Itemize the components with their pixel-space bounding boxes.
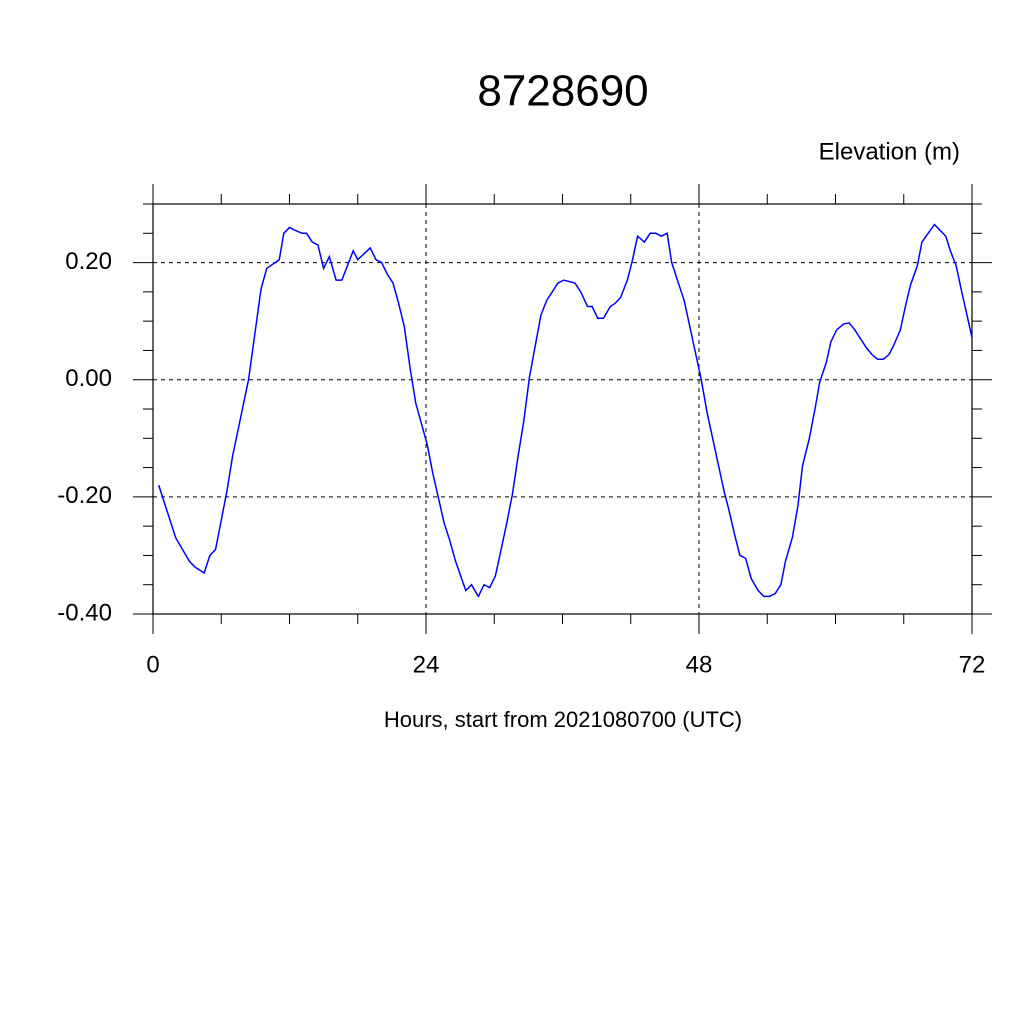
y-tick-label: -0.20: [57, 482, 112, 509]
chart-title: 8728690: [477, 67, 648, 116]
line: [157, 223, 973, 599]
x-tick-label: 24: [413, 651, 440, 678]
x-axis-label: Hours, start from 2021080700 (UTC): [384, 707, 742, 732]
y-tick-label: -0.40: [57, 599, 112, 626]
x-tick-label: 72: [959, 651, 986, 678]
y-tick-label: 0.00: [65, 365, 112, 392]
y-axis-label: Elevation (m): [819, 138, 960, 165]
x-tick-label: 48: [686, 651, 713, 678]
y-tick-label: 0.20: [65, 248, 112, 275]
x-tick-label: 0: [146, 651, 159, 678]
